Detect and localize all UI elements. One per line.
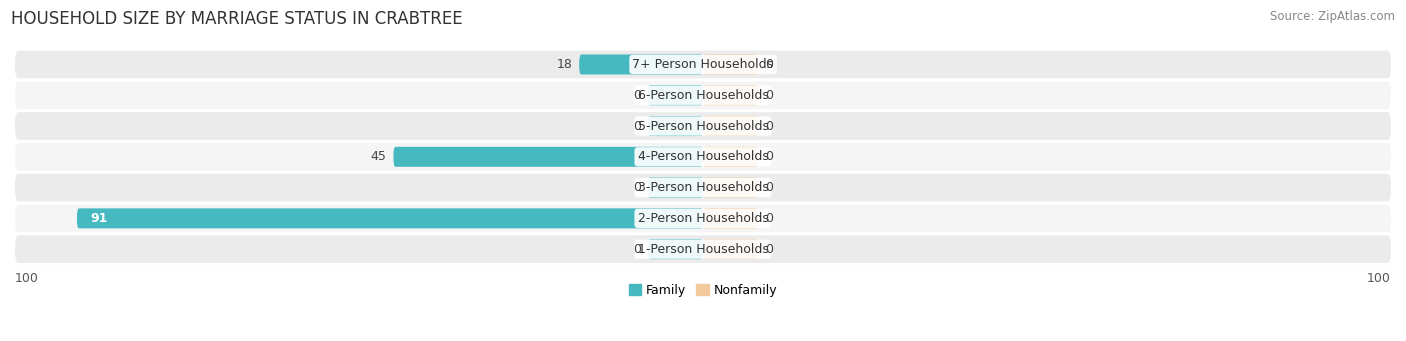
Text: 7+ Person Households: 7+ Person Households: [633, 58, 773, 71]
Text: 4-Person Households: 4-Person Households: [637, 150, 769, 163]
Text: 0: 0: [765, 243, 773, 256]
FancyBboxPatch shape: [703, 208, 758, 228]
Text: 0: 0: [633, 89, 641, 102]
FancyBboxPatch shape: [394, 147, 703, 167]
FancyBboxPatch shape: [648, 116, 703, 136]
Text: 18: 18: [557, 58, 572, 71]
FancyBboxPatch shape: [648, 239, 703, 259]
Text: 1-Person Households: 1-Person Households: [637, 243, 769, 256]
Text: 0: 0: [765, 120, 773, 133]
FancyBboxPatch shape: [579, 55, 703, 74]
FancyBboxPatch shape: [15, 143, 1391, 170]
Text: 0: 0: [765, 58, 773, 71]
FancyBboxPatch shape: [15, 174, 1391, 202]
FancyBboxPatch shape: [703, 85, 758, 105]
Text: 0: 0: [765, 89, 773, 102]
Text: 5-Person Households: 5-Person Households: [637, 120, 769, 133]
Text: 91: 91: [90, 212, 108, 225]
FancyBboxPatch shape: [703, 178, 758, 197]
FancyBboxPatch shape: [15, 205, 1391, 232]
Text: 0: 0: [765, 150, 773, 163]
FancyBboxPatch shape: [703, 147, 758, 167]
Text: 100: 100: [15, 272, 39, 285]
Text: 2-Person Households: 2-Person Households: [637, 212, 769, 225]
Text: 0: 0: [765, 181, 773, 194]
Text: HOUSEHOLD SIZE BY MARRIAGE STATUS IN CRABTREE: HOUSEHOLD SIZE BY MARRIAGE STATUS IN CRA…: [11, 10, 463, 28]
Text: 0: 0: [633, 243, 641, 256]
FancyBboxPatch shape: [77, 208, 703, 228]
FancyBboxPatch shape: [648, 178, 703, 197]
Text: 6-Person Households: 6-Person Households: [637, 89, 769, 102]
FancyBboxPatch shape: [703, 55, 758, 74]
Text: 100: 100: [1367, 272, 1391, 285]
FancyBboxPatch shape: [648, 85, 703, 105]
FancyBboxPatch shape: [703, 239, 758, 259]
FancyBboxPatch shape: [703, 116, 758, 136]
Text: 0: 0: [633, 181, 641, 194]
Text: 3-Person Households: 3-Person Households: [637, 181, 769, 194]
Text: 0: 0: [765, 212, 773, 225]
FancyBboxPatch shape: [15, 81, 1391, 109]
FancyBboxPatch shape: [15, 235, 1391, 263]
Text: 0: 0: [633, 120, 641, 133]
FancyBboxPatch shape: [15, 51, 1391, 78]
Text: 45: 45: [371, 150, 387, 163]
Legend: Family, Nonfamily: Family, Nonfamily: [628, 284, 778, 297]
FancyBboxPatch shape: [15, 112, 1391, 140]
Text: Source: ZipAtlas.com: Source: ZipAtlas.com: [1270, 10, 1395, 23]
